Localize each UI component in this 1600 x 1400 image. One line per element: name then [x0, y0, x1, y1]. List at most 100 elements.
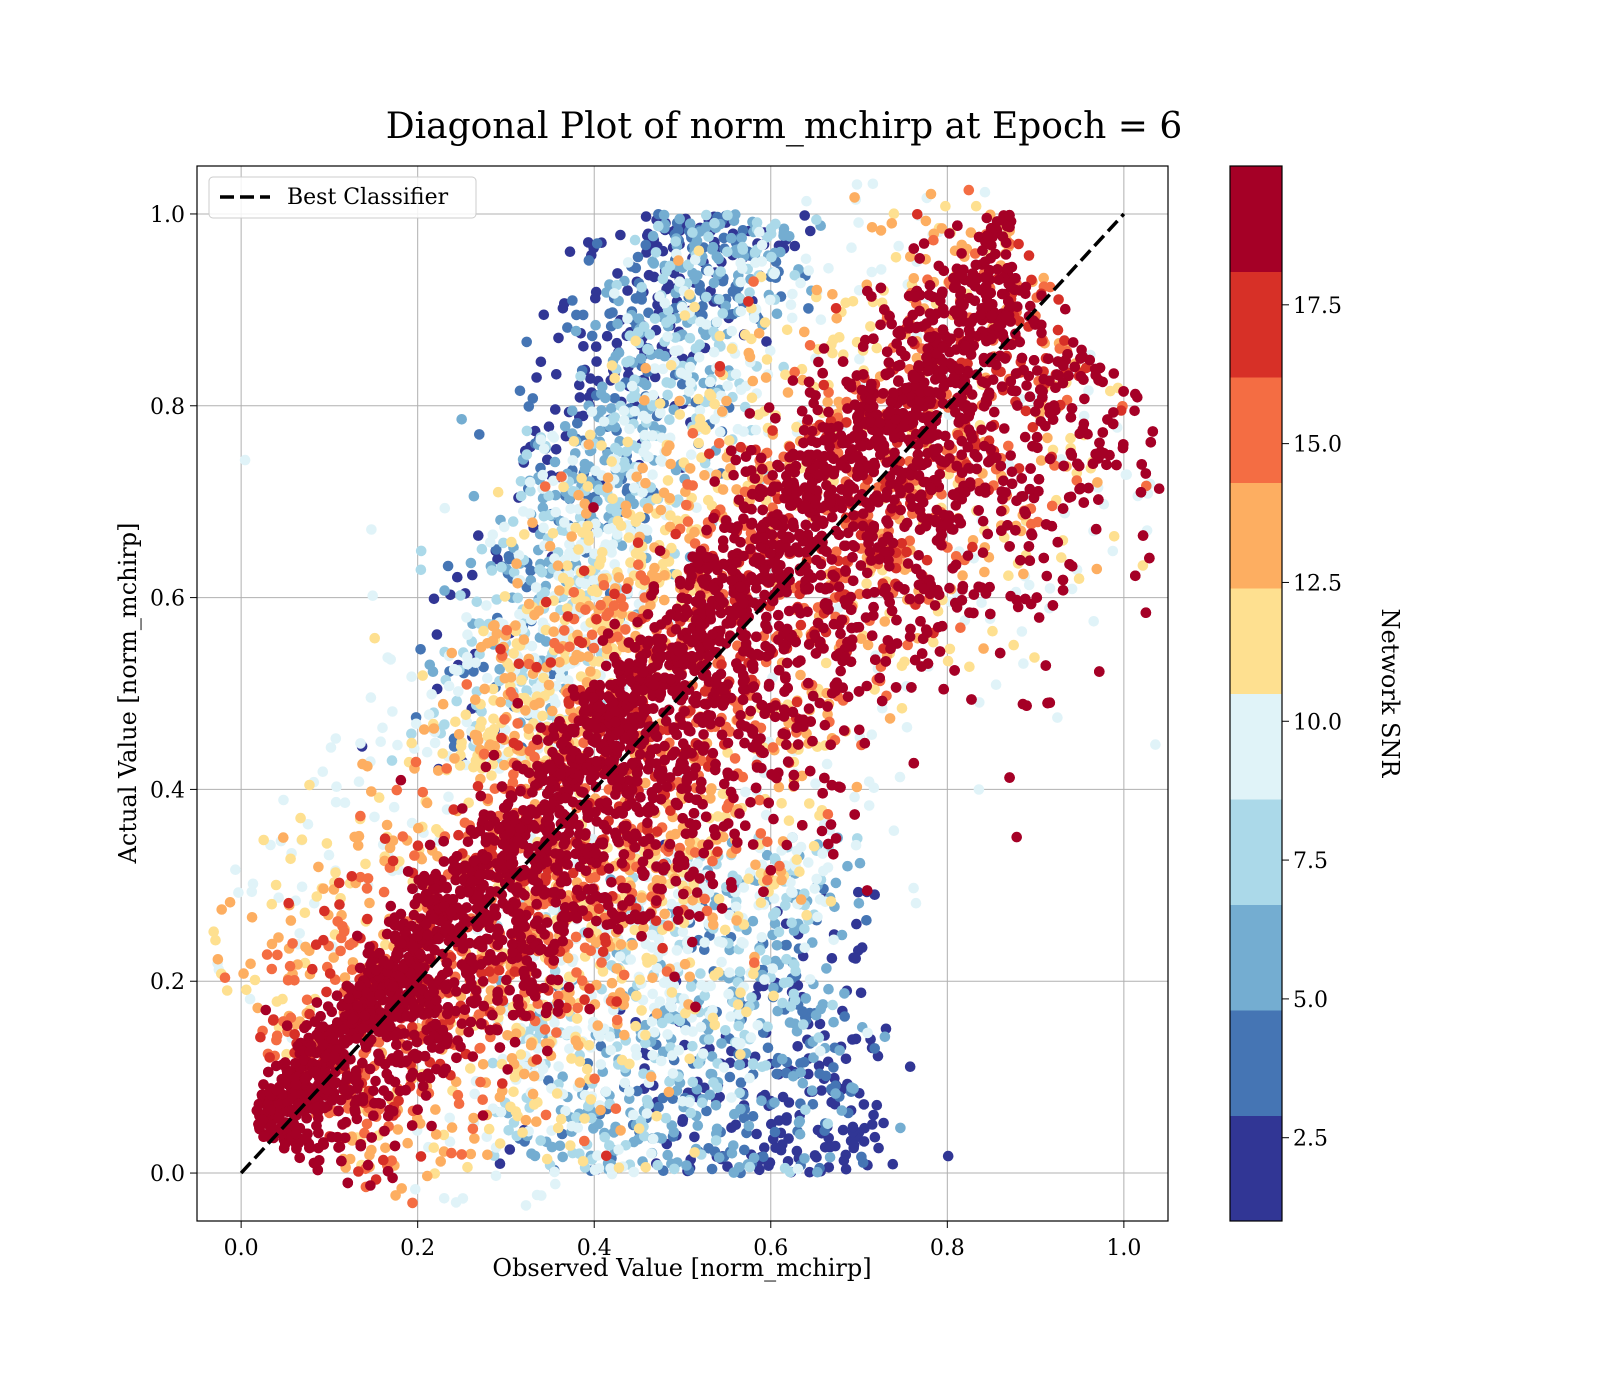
scatter-point [716, 1038, 727, 1049]
scatter-point [760, 954, 772, 966]
scatter-point [1107, 545, 1119, 557]
scatter-point [599, 932, 611, 943]
scatter-point [598, 580, 610, 591]
scatter-point [733, 1059, 745, 1071]
scatter-point [538, 443, 550, 455]
scatter-point [559, 298, 570, 309]
scatter-point [578, 341, 589, 352]
scatter-point [521, 336, 532, 348]
scatter-point [621, 357, 632, 368]
scatter-point [379, 833, 391, 844]
scatter-point [714, 1091, 725, 1103]
scatter-point [886, 218, 898, 229]
scatter-point [533, 605, 545, 617]
scatter-point [783, 1097, 795, 1108]
scatter-point [712, 1082, 723, 1093]
scatter-point [755, 828, 767, 839]
scatter-point [465, 557, 477, 569]
scatter-point [776, 798, 787, 809]
scatter-point [823, 1162, 835, 1173]
scatter-point [622, 436, 633, 448]
scatter-point [820, 1070, 832, 1082]
scatter-point [673, 345, 684, 356]
scatter-point [987, 625, 998, 637]
scatter-point [607, 539, 619, 550]
scatter-point [662, 1149, 673, 1161]
scatter-point [479, 748, 490, 760]
scatter-point [439, 502, 451, 514]
scatter-point [600, 1086, 612, 1098]
scatter-point [687, 480, 698, 491]
scatter-point [584, 983, 595, 994]
scatter-point [673, 1044, 685, 1056]
scatter-point [642, 503, 654, 514]
scatter-point [862, 1027, 873, 1039]
scatter-point [687, 1040, 698, 1052]
scatter-point [804, 974, 816, 985]
scatter-point [695, 1021, 707, 1033]
scatter-point [423, 709, 435, 720]
scatter-point [465, 1063, 476, 1074]
scatter-point [653, 220, 664, 232]
scatter-point [928, 636, 939, 648]
scatter-point [422, 1170, 433, 1182]
scatter-point [824, 1152, 836, 1163]
scatter-point [366, 524, 377, 535]
scatter-point [839, 1011, 850, 1022]
scatter-point [572, 418, 583, 429]
scatter-point [684, 332, 696, 344]
scatter-point [899, 656, 910, 668]
scatter-point [499, 714, 510, 725]
scatter-point [516, 674, 527, 686]
scatter-point [735, 1038, 746, 1049]
scatter-point [785, 299, 797, 311]
scatter-point [681, 1160, 692, 1171]
scatter-point [476, 716, 487, 727]
scatter-point [744, 1072, 755, 1084]
scatter-point [944, 643, 956, 655]
scatter-point [589, 1073, 600, 1085]
scatter-point [387, 706, 398, 717]
scatter-point [730, 368, 742, 380]
scatter-point [455, 740, 467, 752]
scatter-point [264, 1052, 276, 1063]
scatter-point [879, 1031, 891, 1043]
scatter-point [735, 1103, 746, 1115]
scatter-point [777, 1053, 788, 1065]
scatter-point [249, 974, 261, 986]
scatter-point [284, 960, 296, 972]
scatter-point [868, 1109, 879, 1121]
scatter-point [665, 458, 676, 470]
scatter-point [693, 393, 704, 405]
scatter-point [597, 966, 609, 977]
scatter-point [799, 326, 810, 338]
scatter-point [573, 544, 584, 555]
scatter-point [505, 672, 517, 683]
scatter-point [689, 1147, 700, 1158]
scatter-point [334, 899, 345, 910]
scatter-point [443, 680, 455, 692]
scatter-point [753, 328, 765, 339]
scatter-point [338, 926, 350, 937]
scatter-point [479, 683, 491, 695]
scatter-point [591, 614, 602, 625]
scatter-point [674, 409, 686, 420]
scatter-point [664, 493, 676, 504]
scatter-point [888, 208, 900, 219]
scatter-point [817, 848, 828, 859]
scatter-point [443, 791, 454, 803]
scatter-point [1052, 324, 1064, 336]
scatter-point [1018, 568, 1029, 580]
scatter-point [901, 722, 913, 733]
scatter-point [799, 210, 810, 221]
scatter-point [709, 398, 720, 410]
scatter-point [579, 994, 590, 1005]
scatter-point [662, 1029, 673, 1040]
scatter-point [461, 679, 473, 690]
scatter-point [621, 507, 632, 519]
scatter-point [662, 920, 674, 931]
scatter-point [784, 1017, 796, 1028]
scatter-point [289, 1029, 301, 1040]
scatter-point [640, 239, 652, 251]
scatter-point [1018, 658, 1029, 669]
